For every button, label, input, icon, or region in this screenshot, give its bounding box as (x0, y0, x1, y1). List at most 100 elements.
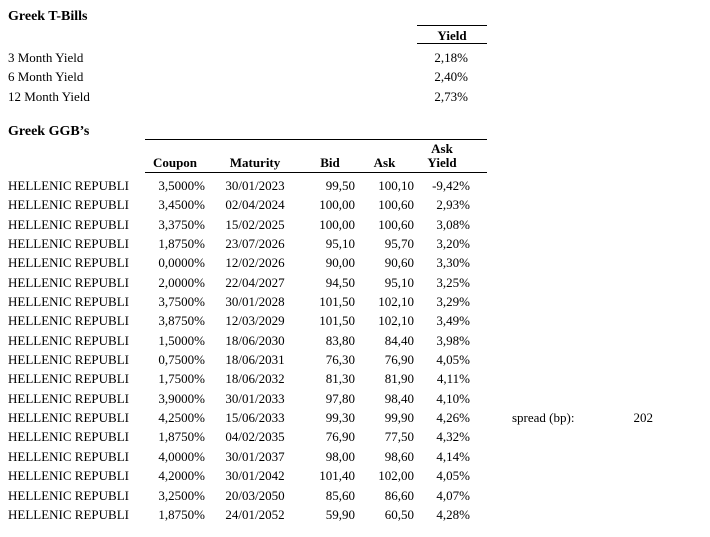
bond-bid: 99,30 (325, 410, 355, 426)
bond-ask: 77,50 (384, 429, 414, 445)
bond-bid: 97,80 (325, 390, 355, 406)
bond-name: HELLENIC REPUBLI (8, 197, 129, 213)
bond-coupon: 2,0000% (158, 274, 205, 290)
bond-maturity: 18/06/2030 (225, 332, 285, 348)
bond-coupon: 3,5000% (158, 178, 205, 193)
ggb-table-row: HELLENIC REPUBLI 0,0000% 12/02/2026 90,0… (8, 253, 470, 272)
bond-coupon: 3,8750% (158, 313, 205, 329)
tbills-row: 3 Month Yield 2,18% (8, 48, 470, 67)
ggb-table-row: HELLENIC REPUBLI 0,7500% 18/06/2031 76,3… (8, 350, 470, 369)
ggb-table-row: HELLENIC REPUBLI 3,5000% 30/01/2023 99,5… (8, 176, 470, 195)
bond-ask-yield: 4,10% (436, 390, 470, 406)
tbills-yield-column-header: Yield (437, 28, 467, 43)
bond-ask-yield: 3,49% (436, 313, 470, 329)
bond-bid: 83,80 (325, 332, 355, 348)
bond-maturity: 30/01/2028 (225, 294, 285, 310)
ggb-table-row: HELLENIC REPUBLI 3,3750% 15/02/2025 100,… (8, 215, 470, 234)
bond-ask: 102,10 (378, 294, 414, 310)
bond-ask: 81,90 (384, 371, 414, 387)
bond-bid: 85,60 (325, 487, 355, 503)
bond-coupon: 1,7500% (158, 371, 205, 387)
bond-name: HELLENIC REPUBLI (8, 390, 129, 406)
bond-bid: 101,40 (319, 468, 355, 484)
bond-bid: 101,50 (319, 294, 355, 310)
bond-ask: 76,90 (384, 352, 414, 368)
bond-ask: 86,60 (384, 487, 414, 503)
bond-ask: 99,90 (384, 410, 414, 426)
ggb-table-body: HELLENIC REPUBLI 3,5000% 30/01/2023 99,5… (8, 176, 470, 524)
ggb-table-header-row: Coupon Maturity Bid Ask Ask Yield (8, 139, 470, 172)
ggb-header-name (8, 170, 145, 172)
bond-ask: 95,70 (384, 236, 414, 252)
bond-name: HELLENIC REPUBLI (8, 352, 129, 368)
bond-ask-yield: 4,05% (436, 468, 470, 484)
bond-ask: 98,60 (384, 448, 414, 464)
bond-ask-yield: 3,25% (436, 274, 470, 290)
bond-coupon: 3,3750% (158, 216, 205, 232)
bond-maturity: 30/01/2023 (225, 178, 285, 193)
tbills-section-title: Greek T-Bills (8, 9, 88, 24)
tbills-header-rule-top (417, 25, 487, 26)
bond-name: HELLENIC REPUBLI (8, 429, 129, 445)
bond-ask-yield: 4,28% (436, 506, 470, 522)
bond-bid: 98,00 (325, 448, 355, 464)
bond-ask-yield: 4,11% (436, 371, 470, 387)
ggb-header-maturity: Maturity (229, 155, 281, 170)
bond-name: HELLENIC REPUBLI (8, 371, 129, 387)
bond-ask: 100,10 (378, 178, 414, 193)
bond-ask: 102,10 (378, 313, 414, 329)
bond-name: HELLENIC REPUBLI (8, 487, 129, 503)
bond-bid: 99,50 (325, 178, 355, 193)
bond-bid: 100,00 (319, 216, 355, 232)
bond-maturity: 20/03/2050 (225, 487, 285, 503)
tbills-row-yield-value: 2,73% (434, 88, 468, 104)
bond-coupon: 1,8750% (158, 506, 205, 522)
tbills-rows: 3 Month Yield 2,18% 6 Month Yield 2,40% … (8, 48, 470, 106)
bond-maturity: 12/02/2026 (225, 255, 285, 271)
bond-name: HELLENIC REPUBLI (8, 255, 129, 271)
bond-coupon: 1,8750% (158, 429, 205, 445)
bond-ask: 90,60 (384, 255, 414, 271)
bond-name: HELLENIC REPUBLI (8, 274, 129, 290)
tbills-row: 6 Month Yield 2,40% (8, 67, 470, 86)
ggb-table-row: HELLENIC REPUBLI 3,4500% 02/04/2024 100,… (8, 195, 470, 214)
bond-coupon: 3,9000% (158, 390, 205, 406)
bond-ask: 95,10 (384, 274, 414, 290)
bond-bid: 59,90 (325, 506, 355, 522)
ggb-table-row: HELLENIC REPUBLI 2,0000% 22/04/2027 94,5… (8, 273, 470, 292)
bond-name: HELLENIC REPUBLI (8, 410, 129, 426)
bond-coupon: 4,2000% (158, 468, 205, 484)
bond-name: HELLENIC REPUBLI (8, 506, 129, 522)
bond-coupon: 4,2500% (158, 410, 205, 426)
bond-ask-yield: 3,08% (436, 216, 470, 232)
bond-coupon: 3,4500% (158, 197, 205, 213)
ggb-table-row: HELLENIC REPUBLI 3,8750% 12/03/2029 101,… (8, 311, 470, 330)
bond-name: HELLENIC REPUBLI (8, 468, 129, 484)
bond-maturity: 23/07/2026 (225, 236, 285, 252)
bond-coupon: 0,7500% (158, 352, 205, 368)
bond-ask-yield: 4,14% (436, 448, 470, 464)
bond-ask-yield: 2,93% (436, 197, 470, 213)
spread-value: 202 (633, 410, 654, 425)
ggb-table-row: HELLENIC REPUBLI 4,0000% 30/01/2037 98,0… (8, 447, 470, 466)
bond-ask-yield: -9,42% (432, 178, 470, 193)
bond-maturity: 12/03/2029 (225, 313, 285, 329)
bond-maturity: 22/04/2027 (225, 274, 285, 290)
bond-bid: 100,00 (319, 197, 355, 213)
bond-bid: 90,00 (325, 255, 355, 271)
bond-bid: 81,30 (325, 371, 355, 387)
bond-ask-yield: 3,98% (436, 332, 470, 348)
bond-maturity: 18/06/2031 (225, 352, 285, 368)
bond-coupon: 1,8750% (158, 236, 205, 252)
ggb-header-ask-yield: Ask Yield (414, 142, 470, 172)
bond-ask-yield: 4,05% (436, 352, 470, 368)
bond-name: HELLENIC REPUBLI (8, 448, 129, 464)
bond-maturity: 15/06/2033 (225, 410, 285, 426)
bond-ask-yield: 3,30% (436, 255, 470, 271)
bond-maturity: 24/01/2052 (225, 506, 285, 522)
tbills-row-yield-value: 2,40% (434, 69, 468, 85)
ggb-table-row: HELLENIC REPUBLI 3,2500% 20/03/2050 85,6… (8, 486, 470, 505)
bond-maturity: 04/02/2035 (225, 429, 285, 445)
bond-ask-yield: 4,07% (436, 487, 470, 503)
bond-bid: 76,30 (325, 352, 355, 368)
